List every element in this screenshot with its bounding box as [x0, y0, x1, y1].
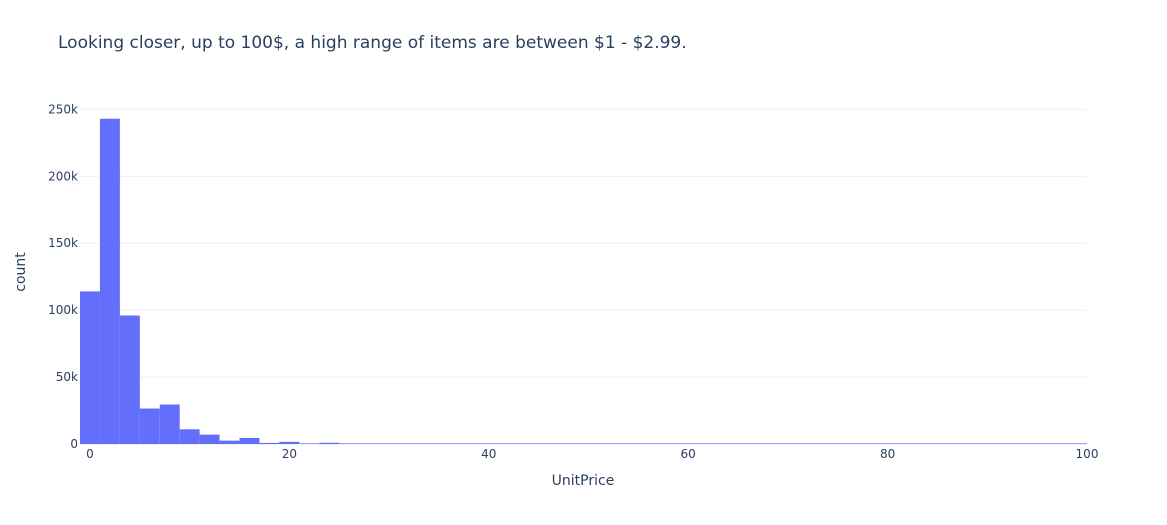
histogram-bar[interactable] [738, 443, 758, 444]
x-axis-title: UnitPrice [552, 473, 615, 489]
histogram-bar[interactable] [418, 443, 439, 444]
histogram-bars [80, 118, 1087, 445]
histogram-bar[interactable] [1037, 443, 1058, 444]
histogram-bar[interactable] [119, 315, 140, 444]
y-axis-ticks: 0 50k 100k 150k 200k 250k [48, 102, 78, 451]
histogram-bar[interactable] [259, 442, 280, 444]
histogram-bar[interactable] [678, 443, 699, 444]
histogram-bar[interactable] [1017, 443, 1038, 444]
histogram-bar[interactable] [359, 443, 380, 444]
histogram-bar[interactable] [339, 443, 360, 444]
histogram-bar[interactable] [558, 443, 579, 444]
histogram-bar[interactable] [618, 443, 639, 444]
chart-title: Looking closer, up to 100$, a high range… [58, 33, 687, 53]
histogram-bar[interactable] [817, 443, 838, 444]
histogram-bar[interactable] [1057, 443, 1078, 444]
histogram-bar[interactable] [379, 443, 400, 444]
x-tick-label: 100 [1076, 447, 1099, 461]
x-tick-label: 80 [880, 447, 895, 461]
histogram-bar[interactable] [837, 443, 858, 444]
histogram-bar[interactable] [458, 443, 479, 444]
histogram-bar[interactable] [977, 443, 998, 444]
y-tick-label: 150k [48, 236, 78, 250]
histogram-bar[interactable] [518, 443, 539, 444]
histogram-bar[interactable] [777, 443, 798, 444]
histogram-bar[interactable] [478, 443, 499, 444]
histogram-bar[interactable] [917, 443, 938, 444]
y-tick-label: 250k [48, 102, 78, 116]
y-tick-label: 50k [56, 370, 78, 384]
histogram-bar[interactable] [399, 443, 419, 444]
x-tick-label: 40 [481, 447, 496, 461]
histogram-bar[interactable] [239, 437, 260, 444]
x-tick-label: 60 [681, 447, 696, 461]
histogram-bar[interactable] [757, 443, 778, 444]
histogram-bar[interactable] [1077, 443, 1087, 444]
histogram-bar[interactable] [578, 443, 599, 444]
histogram-bar[interactable] [598, 443, 619, 444]
histogram-bar[interactable] [718, 443, 739, 444]
histogram-bar[interactable] [797, 443, 818, 444]
histogram-bar[interactable] [99, 118, 120, 445]
histogram-bar[interactable] [877, 443, 898, 444]
histogram-bar[interactable] [658, 443, 679, 444]
x-axis-ticks: 0 20 40 60 80 100 [86, 447, 1098, 461]
histogram-bar[interactable] [857, 443, 878, 444]
grid-lines [80, 108, 1087, 445]
histogram-bar[interactable] [179, 429, 200, 444]
histogram-bar[interactable] [638, 443, 659, 444]
histogram-bar[interactable] [159, 404, 180, 444]
histogram-bar[interactable] [957, 443, 978, 444]
histogram-bar[interactable] [498, 443, 519, 444]
histogram-bar[interactable] [219, 440, 240, 444]
histogram-bar[interactable] [997, 443, 1018, 444]
y-axis-title: count [13, 252, 29, 292]
histogram-bar[interactable] [937, 443, 958, 444]
x-tick-label: 0 [86, 447, 94, 461]
histogram-bar[interactable] [199, 434, 220, 444]
histogram-bar[interactable] [698, 443, 719, 444]
histogram-bar[interactable] [279, 441, 300, 444]
histogram-bar[interactable] [80, 291, 100, 444]
histogram-bar[interactable] [319, 442, 340, 444]
y-tick-label: 200k [48, 169, 78, 183]
histogram-bar[interactable] [438, 443, 459, 444]
histogram-bar[interactable] [139, 408, 160, 444]
histogram-bar[interactable] [299, 443, 320, 444]
histogram-bar[interactable] [897, 443, 918, 444]
histogram-bar[interactable] [538, 443, 559, 444]
y-tick-label: 0 [70, 437, 78, 451]
y-tick-label: 100k [48, 303, 78, 317]
x-tick-label: 20 [282, 447, 297, 461]
